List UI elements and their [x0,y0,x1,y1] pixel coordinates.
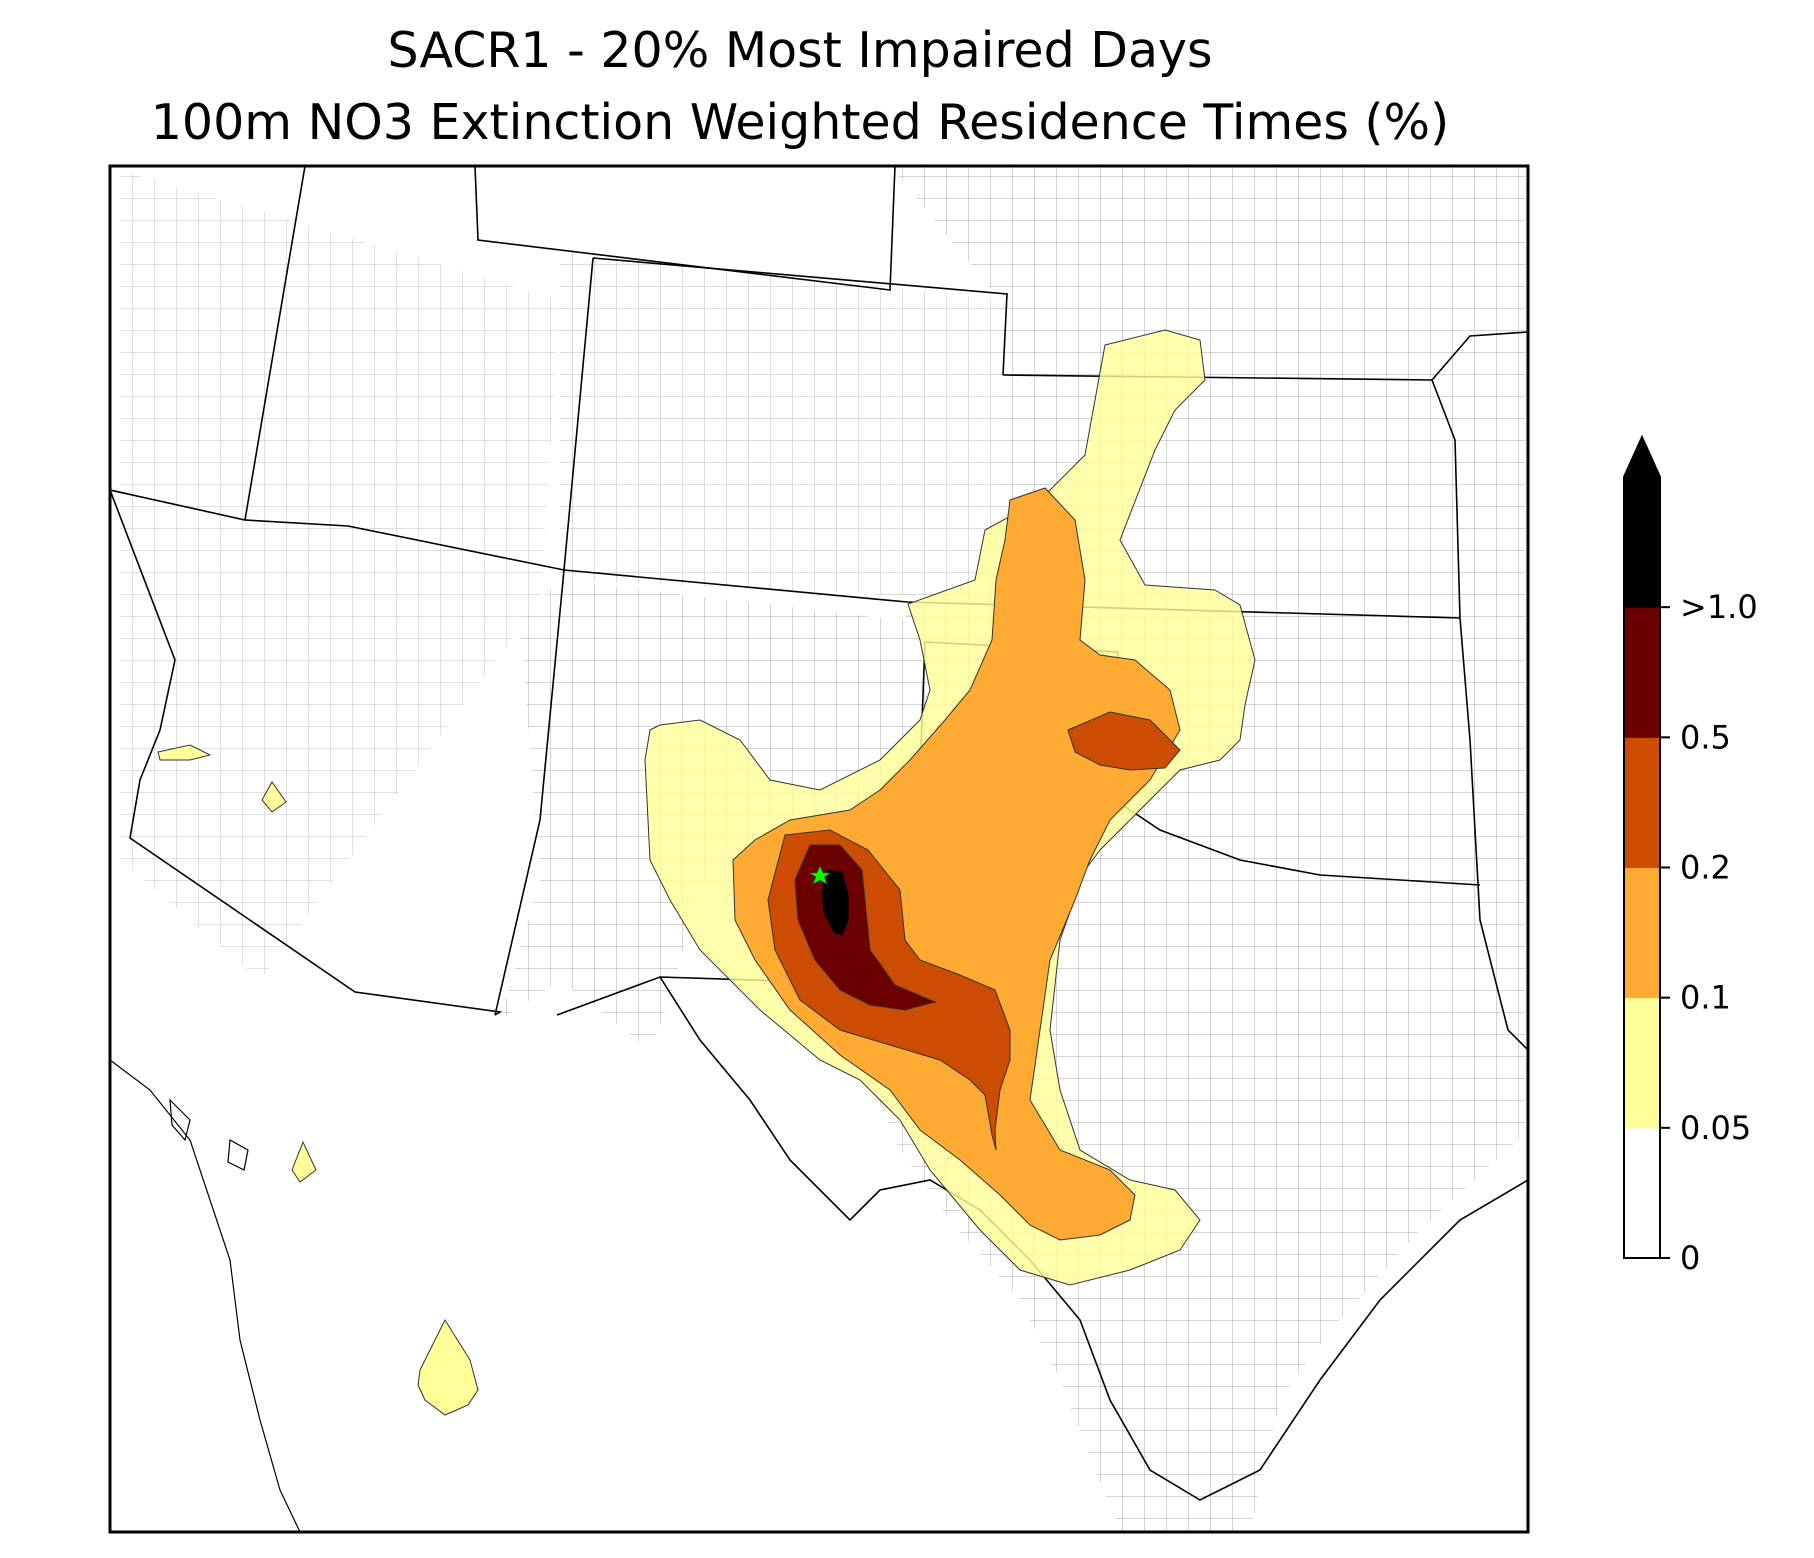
colorbar-tick-label: 0 [1680,1239,1700,1277]
colorbar-tick-label: 0.05 [1680,1109,1751,1147]
contour-0.2-0.5-east [1067,711,1181,771]
colorbar-segment [1624,737,1660,868]
colorbar-tick-label: 0.2 [1680,849,1731,887]
colorbar-outline [1623,434,1661,1259]
colorbar-tick-label: 0.5 [1680,718,1731,756]
colorbar-segment [1624,477,1660,608]
chart-title-line-1: SACR1 - 20% Most Impaired Days [387,22,1213,79]
contour-0.05-0.1-small-d [417,1318,479,1416]
site-marker-star [809,865,831,885]
colorbar-segment [1624,867,1660,999]
colorbar-tick-label: 0.1 [1680,979,1731,1017]
contour-0.05-0.1-small-c [291,1140,317,1183]
colorbar-segment [1624,997,1660,1129]
mexico-coastline [110,1059,301,1532]
colorbar: 0 0.05 0.1 0.2 0.5 >1.0 [1623,434,1758,1277]
colorbar-segment [1624,607,1660,738]
contour-gt-1.0 [821,869,849,936]
colorbar-segment [1624,1127,1660,1259]
colorbar-tick-label: >1.0 [1680,588,1758,626]
map-frame [108,164,1530,1534]
chart-title-line-2: 100m NO3 Extinction Weighted Residence T… [150,94,1450,151]
contour-0.05-0.1-small-a [157,744,212,761]
colorbar-extend-arrow [1624,437,1660,477]
contour-0.1-0.2 [732,487,1181,1241]
contour-0.05-0.1-small-b [261,781,287,813]
